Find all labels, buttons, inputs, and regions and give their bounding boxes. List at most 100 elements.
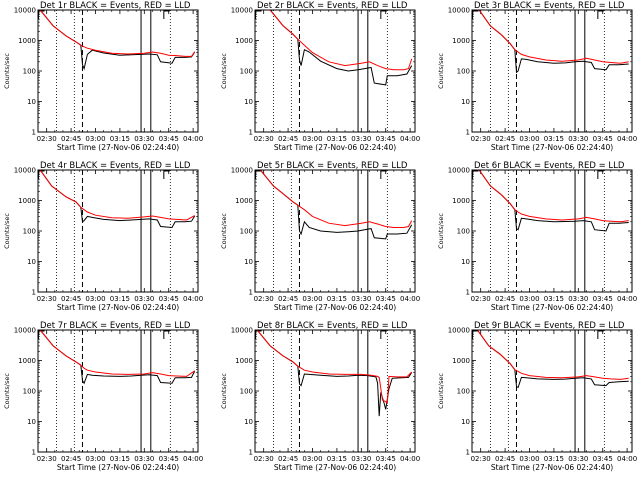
lld-series-line bbox=[39, 330, 195, 377]
x-tick-label: 04:00 bbox=[183, 295, 203, 303]
interval-bracket bbox=[472, 330, 479, 339]
y-tick-label: 100 bbox=[23, 228, 36, 236]
y-tick-label: 1000 bbox=[452, 37, 470, 45]
x-tick-label: 03:30 bbox=[568, 135, 588, 143]
x-tick-label: 04:00 bbox=[617, 455, 637, 463]
y-tick-label: 1000 bbox=[18, 37, 36, 45]
x-tick-label: 02:30 bbox=[471, 135, 491, 143]
lld-series-line bbox=[269, 10, 413, 71]
y-tick-label: 100 bbox=[457, 388, 470, 396]
x-tick-label: 03:00 bbox=[302, 455, 322, 463]
x-tick-label: 02:45 bbox=[495, 295, 515, 303]
events-series-line bbox=[478, 10, 629, 74]
panel-title: Det 7r BLACK = Events, RED = LLD bbox=[40, 321, 191, 331]
y-tick-label: 10 bbox=[27, 98, 36, 106]
x-tick-label: 02:30 bbox=[254, 295, 274, 303]
x-tick-label: 03:15 bbox=[544, 455, 564, 463]
x-tick-label: 03:30 bbox=[351, 295, 371, 303]
interval-bracket bbox=[255, 330, 262, 339]
x-tick-label: 03:45 bbox=[593, 295, 613, 303]
x-tick-label: 03:30 bbox=[134, 295, 154, 303]
y-tick-label: 100 bbox=[457, 68, 470, 76]
x-tick-label: 03:00 bbox=[85, 455, 105, 463]
x-tick-label: 02:30 bbox=[471, 295, 491, 303]
lld-series-line bbox=[478, 10, 629, 64]
interval-bracket bbox=[255, 170, 262, 179]
x-tick-label: 03:00 bbox=[302, 295, 322, 303]
y-axis-label: Counts/sec bbox=[3, 53, 11, 89]
y-tick-label: 100 bbox=[240, 68, 253, 76]
x-tick-label: 04:00 bbox=[400, 135, 420, 143]
x-tick-label: 02:30 bbox=[37, 455, 57, 463]
plot-panel: Det 8r BLACK = Events, RED = LLD 1 10 100 10… bbox=[220, 321, 420, 472]
y-tick-label: 10 bbox=[244, 258, 253, 266]
x-axis-label: Start Time (27-Nov-06 02:24:40) bbox=[491, 303, 613, 312]
interval-bracket bbox=[597, 10, 604, 19]
y-axis-label: Counts/sec bbox=[220, 373, 228, 409]
x-axis-label: Start Time (27-Nov-06 02:24:40) bbox=[274, 303, 396, 312]
y-tick-label: 1 bbox=[32, 129, 36, 137]
x-tick-label: 03:45 bbox=[159, 295, 179, 303]
y-tick-label: 1 bbox=[249, 129, 253, 137]
x-tick-label: 03:45 bbox=[376, 455, 396, 463]
y-tick-label: 100 bbox=[240, 388, 253, 396]
x-tick-label: 02:45 bbox=[278, 295, 298, 303]
y-tick-label: 1000 bbox=[235, 197, 253, 205]
y-tick-label: 10000 bbox=[14, 167, 36, 175]
plot-panel: Det 9r BLACK = Events, RED = LLD 1 10 100 10… bbox=[437, 321, 637, 472]
y-tick-label: 10000 bbox=[448, 7, 470, 15]
x-tick-label: 03:00 bbox=[519, 295, 539, 303]
panel-title: Det 3r BLACK = Events, RED = LLD bbox=[474, 1, 625, 11]
y-tick-label: 1000 bbox=[452, 357, 470, 365]
y-tick-label: 100 bbox=[457, 228, 470, 236]
y-tick-label: 10000 bbox=[14, 7, 36, 15]
events-series-line bbox=[478, 170, 629, 232]
y-tick-label: 1 bbox=[466, 289, 470, 297]
x-tick-label: 02:30 bbox=[37, 295, 57, 303]
y-tick-label: 100 bbox=[23, 388, 36, 396]
y-axis-label: Counts/sec bbox=[437, 213, 445, 249]
interval-bracket bbox=[163, 10, 170, 19]
interval-bracket bbox=[38, 10, 45, 19]
plot-panel: Det 5r BLACK = Events, RED = LLD 1 10 100 10… bbox=[220, 161, 420, 312]
plot-frame bbox=[37, 9, 199, 133]
interval-bracket bbox=[597, 330, 604, 339]
y-tick-label: 1000 bbox=[18, 357, 36, 365]
x-tick-label: 03:30 bbox=[134, 135, 154, 143]
interval-bracket bbox=[163, 330, 170, 339]
lld-series-line bbox=[478, 170, 629, 223]
interval-bracket bbox=[38, 170, 45, 179]
x-tick-label: 04:00 bbox=[183, 135, 203, 143]
x-tick-label: 03:00 bbox=[85, 295, 105, 303]
plot-frame bbox=[471, 169, 633, 293]
x-tick-label: 03:15 bbox=[110, 455, 130, 463]
plot-frame bbox=[254, 329, 416, 453]
x-tick-label: 02:30 bbox=[471, 455, 491, 463]
interval-bracket bbox=[163, 170, 170, 179]
y-tick-label: 1 bbox=[249, 289, 253, 297]
x-tick-label: 03:00 bbox=[519, 455, 539, 463]
x-axis-label: Start Time (27-Nov-06 02:24:40) bbox=[57, 303, 179, 312]
y-tick-label: 10000 bbox=[14, 327, 36, 335]
x-tick-label: 03:30 bbox=[351, 455, 371, 463]
y-tick-label: 10000 bbox=[231, 167, 253, 175]
plot-frame bbox=[471, 9, 633, 133]
x-tick-label: 03:30 bbox=[568, 295, 588, 303]
x-tick-label: 02:45 bbox=[278, 135, 298, 143]
x-axis-label: Start Time (27-Nov-06 02:24:40) bbox=[57, 143, 179, 152]
y-axis-label: Counts/sec bbox=[220, 213, 228, 249]
panel-title: Det 6r BLACK = Events, RED = LLD bbox=[474, 161, 625, 171]
x-tick-label: 04:00 bbox=[617, 135, 637, 143]
plot-panel: Det 4r BLACK = Events, RED = LLD 1 10 100 10… bbox=[3, 161, 203, 312]
y-tick-label: 1 bbox=[466, 449, 470, 457]
plot-panel: Det 2r BLACK = Events, RED = LLD 1 10 100 10… bbox=[220, 1, 420, 152]
x-axis-label: Start Time (27-Nov-06 02:24:40) bbox=[57, 463, 179, 472]
lld-series-line bbox=[39, 10, 196, 57]
x-tick-label: 03:00 bbox=[85, 135, 105, 143]
y-axis-label: Counts/sec bbox=[3, 373, 11, 409]
y-tick-label: 10 bbox=[27, 418, 36, 426]
lld-series-line bbox=[476, 330, 629, 380]
events-series-line bbox=[256, 330, 413, 417]
y-tick-label: 10000 bbox=[448, 167, 470, 175]
plot-panel: Det 6r BLACK = Events, RED = LLD 1 10 100 10… bbox=[437, 161, 637, 312]
